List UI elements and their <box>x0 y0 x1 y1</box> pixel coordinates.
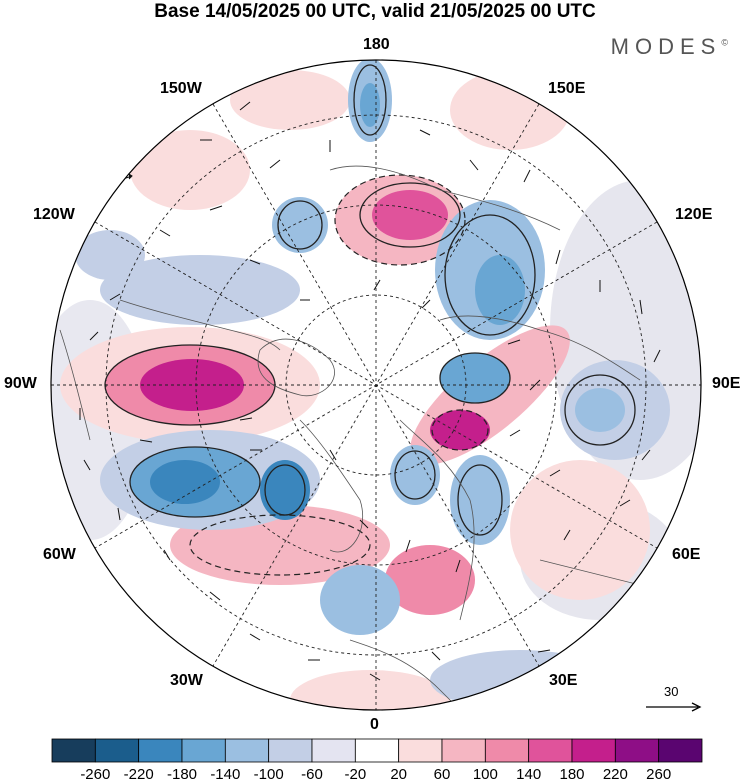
positive-anomaly-90e-core <box>430 410 490 450</box>
geopotential-contours <box>104 64 636 536</box>
colorbar-tick-label: 180 <box>559 766 585 783</box>
positive-anomaly-150w <box>130 130 250 210</box>
negative-anomaly-10w <box>320 565 400 635</box>
colorbar-swatch <box>94 738 140 763</box>
colorbar <box>51 738 703 763</box>
positive-anomaly-180-core <box>372 190 448 240</box>
colorbar-swatch <box>51 738 96 763</box>
modes-logo: MODES© <box>611 34 728 60</box>
colorbar-tick-label: 220 <box>602 766 628 783</box>
colorbar-swatch <box>354 738 400 763</box>
negative-contours <box>189 174 489 576</box>
map-boundary <box>50 59 702 711</box>
lon-label-150w: 150W <box>160 80 202 97</box>
negative-anomaly-160w <box>272 197 328 253</box>
colorbar-swatch <box>181 738 226 763</box>
lon-label-150e: 150E <box>548 80 586 97</box>
colorbar-swatch <box>398 738 443 763</box>
negative-anomaly-30e <box>450 455 510 545</box>
positive-anomaly-60e <box>510 460 650 600</box>
lon-label-bottom: 0 <box>370 716 379 733</box>
positive-anomaly-0 <box>290 670 450 710</box>
colorbar-tick-label: -100 <box>253 766 284 783</box>
colorbar-tick-label: 20 <box>390 766 407 783</box>
colorbar-swatch <box>528 738 573 763</box>
negative-anomaly-180-core <box>360 83 380 127</box>
negative-anomaly-10e <box>390 445 440 505</box>
colorbar-swatch <box>614 738 660 763</box>
negative-anomaly-125w <box>75 230 145 280</box>
lon-label-top: 180 <box>363 36 390 53</box>
colorbar-tick-label: 140 <box>516 766 542 783</box>
map-title: Base 14/05/2025 00 UTC, valid 21/05/2025… <box>154 1 596 22</box>
colorbar-tick-label: -60 <box>301 766 323 783</box>
colorbar-swatch <box>311 738 356 763</box>
negative-anomaly-20e <box>430 650 610 710</box>
lon-label-120w: 120W <box>33 206 75 223</box>
colorbar-tick-label: 60 <box>433 766 451 783</box>
reference-vector-value: 30 <box>664 684 679 699</box>
negative-anomaly-100e <box>440 353 510 403</box>
colorbar-swatch <box>224 738 270 763</box>
colorbar-swatch <box>138 738 183 763</box>
colorbar-tick-label: -140 <box>210 766 241 783</box>
negative-anomaly-80e-core <box>575 388 625 432</box>
colorbar-tick-label: -220 <box>123 766 154 783</box>
lon-label-60w: 60W <box>43 546 76 563</box>
positive-anomaly-30e <box>385 545 475 615</box>
colorbar-swatch <box>658 738 703 763</box>
lon-label-120e: 120E <box>675 206 713 223</box>
negative-anomaly-50w <box>260 460 310 520</box>
colorbar-swatch <box>571 738 616 763</box>
copyright-mark: © <box>721 37 728 48</box>
colorbar-tick-label: 100 <box>472 766 498 783</box>
brand-name: MODES <box>610 34 722 59</box>
anomaly-field <box>51 60 701 710</box>
positive-anomaly-165w <box>230 70 350 130</box>
colorbar-swatch <box>268 738 313 763</box>
lon-label-30e: 30E <box>549 672 578 689</box>
colorbar-swatch <box>441 738 486 763</box>
arrow-right-icon <box>646 702 702 712</box>
colorbar-swatch <box>484 738 530 763</box>
colorbar-tick-label: -260 <box>80 766 111 783</box>
negative-anomaly-60w-core <box>150 460 220 504</box>
colorbar-tick-label: -20 <box>344 766 367 783</box>
negative-anomaly-140e-core <box>475 255 525 325</box>
lon-label-left: 90W <box>4 375 37 392</box>
colorbar-tick-label: -180 <box>166 766 198 783</box>
negative-anomaly-110w <box>100 255 300 325</box>
lon-label-60e: 60E <box>672 546 701 563</box>
lon-label-30w: 30W <box>170 672 203 689</box>
lon-label-right: 90E <box>712 375 741 392</box>
graticule <box>51 60 701 710</box>
colorbar-tick-label: 260 <box>646 766 672 783</box>
